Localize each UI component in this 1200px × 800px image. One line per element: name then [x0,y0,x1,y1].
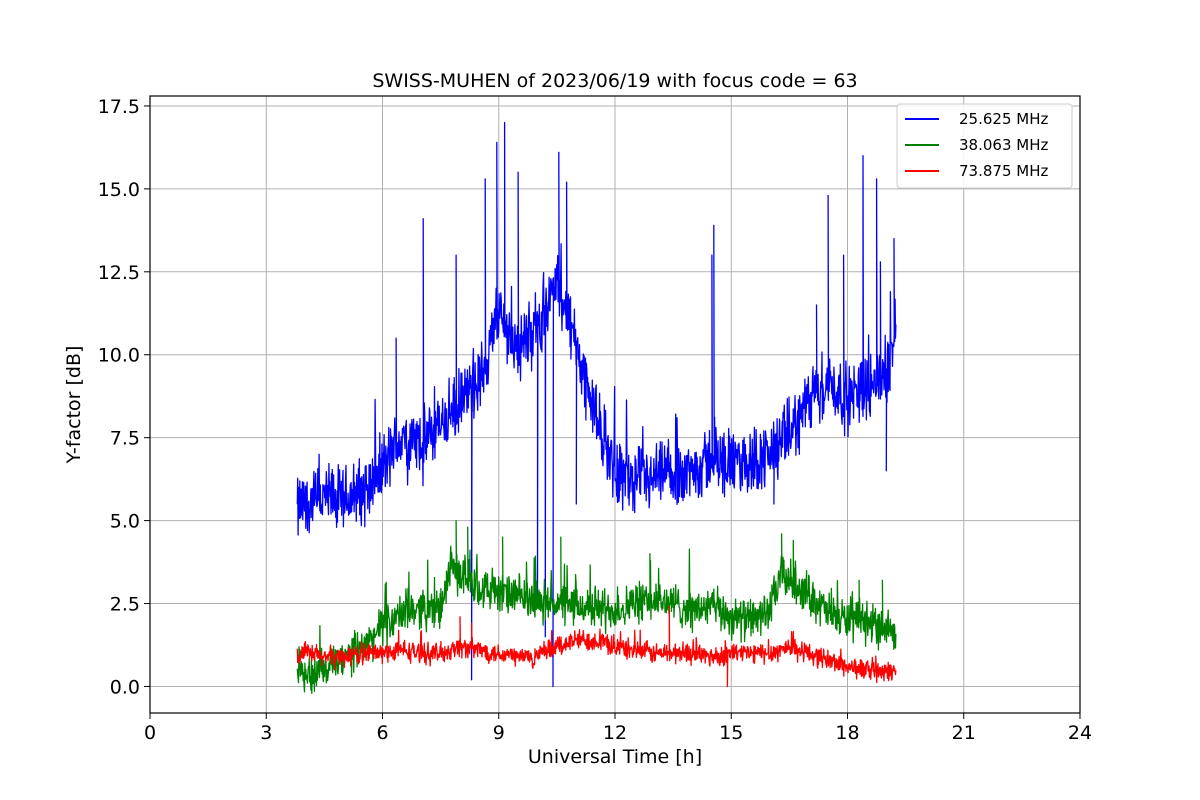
y-tick-label: 17.5 [98,96,140,118]
legend: 25.625 MHz 38.063 MHz 73.875 MHz [896,103,1073,189]
series-25-625-MHz [296,121,897,688]
series-73-875-MHz [296,606,897,688]
x-tick-label: 3 [260,722,272,744]
y-tick-label: 0.0 [110,676,140,698]
y-tick-label: 15.0 [98,179,140,201]
legend-label: 38.063 MHz [959,136,1048,154]
series-38-063-MHz [296,519,897,695]
y-tick-label: 12.5 [98,262,140,284]
ticks: 0 3 6 9 12 15 18 21 24 0.0 2.5 5.0 7.5 10.0 12.5 15.0 17… [98,96,1092,744]
y-tick-label: 7.5 [110,428,140,450]
x-tick-label: 21 [952,722,976,744]
series-line [296,606,897,688]
x-tick-label: 6 [376,722,388,744]
x-tick-label: 9 [493,722,505,744]
series-layer [296,121,897,695]
x-tick-label: 12 [603,722,627,744]
y-tick-label: 5.0 [110,511,140,533]
legend-label: 73.875 MHz [959,162,1048,180]
y-axis-label: Y-factor [dB] [63,346,85,465]
x-tick-label: 15 [719,722,743,744]
x-axis-label: Universal Time [h] [528,746,702,768]
legend-box [896,103,1073,189]
x-tick-label: 18 [835,722,859,744]
y-tick-label: 2.5 [110,594,140,616]
series-line [296,519,897,695]
series-line [296,121,897,688]
x-tick-label: 24 [1068,722,1092,744]
x-tick-label: 0 [144,722,156,744]
chart-title: SWISS-MUHEN of 2023/06/19 with focus cod… [372,70,857,92]
y-tick-label: 10.0 [98,345,140,367]
legend-label: 25.625 MHz [959,110,1048,128]
